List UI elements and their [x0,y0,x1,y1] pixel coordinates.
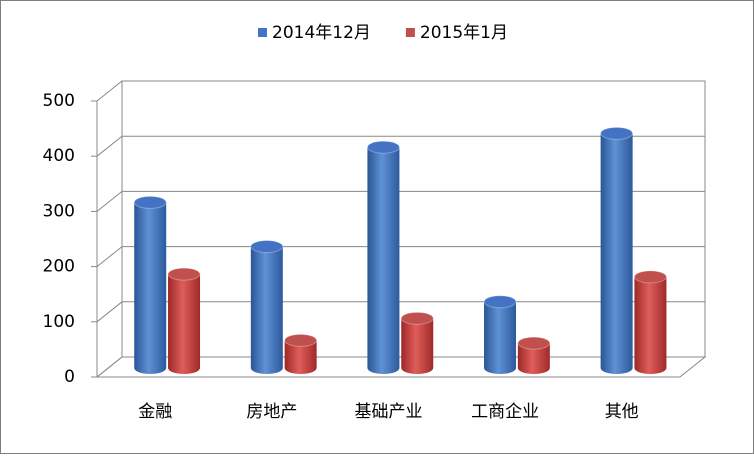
bar [250,246,283,374]
bar [600,133,633,374]
x-tick-label: 金融 [138,402,172,422]
bar-top [483,295,517,309]
x-tick-label: 房地产 [246,402,297,422]
bar [484,301,517,374]
bar-top [633,270,667,284]
x-tick-label: 工商企业 [471,402,539,422]
y-tick-label: 0 [64,367,75,387]
bar-top [284,333,318,347]
grid-line [96,246,705,267]
bar [284,340,317,374]
bar [634,276,667,374]
bar-top [600,126,634,140]
bar [401,318,434,374]
bar [517,343,550,374]
y-tick-label: 300 [43,201,75,221]
x-tick-label: 其他 [605,402,639,422]
bar-top [133,195,167,209]
grid-line [96,135,705,157]
y-tick-label: 100 [43,312,75,332]
bar-top [366,140,400,154]
legend-label: 2014年12月 [272,23,371,43]
y-tick-label: 200 [43,257,75,277]
legend-label: 2015年1月 [420,23,508,43]
bar [367,147,400,374]
legend-swatch [405,28,415,37]
y-tick-label: 400 [43,146,75,166]
x-tick-label: 基础产业 [355,402,423,422]
y-tick-label: 500 [43,91,75,111]
bar [168,274,201,374]
bar-top [167,267,201,281]
bar [134,202,167,374]
bar-top [250,240,284,254]
legend-swatch [258,28,267,37]
bar-top [517,336,551,350]
grid-line [96,80,705,102]
grid-line [96,190,705,212]
bar-top [400,311,434,325]
